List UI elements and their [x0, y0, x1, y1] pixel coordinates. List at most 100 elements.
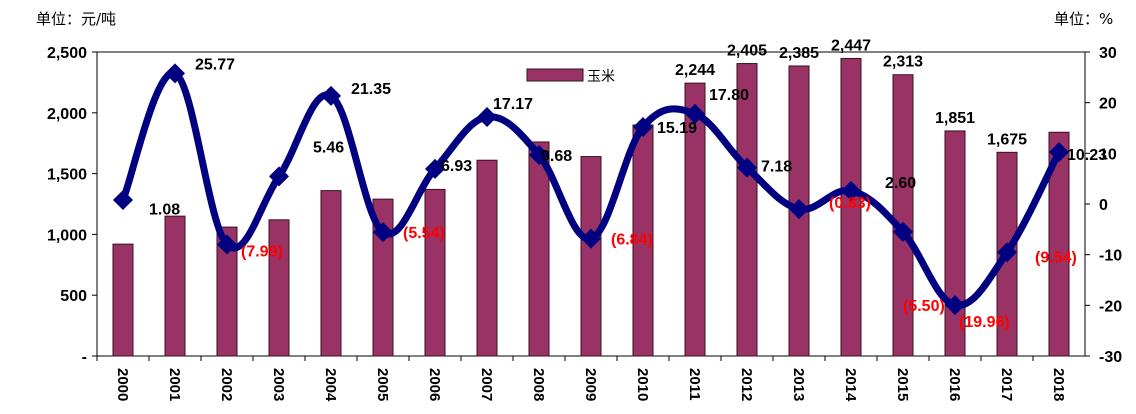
bar-label-2012: 2,405: [727, 43, 767, 60]
line-point-2006: [425, 158, 445, 179]
x-tick-2011: 2011: [686, 368, 703, 401]
bar-2001: [164, 215, 186, 357]
x-tick-2009: 2009: [582, 368, 599, 401]
line-point-2000: [113, 189, 133, 210]
x-tick-2012: 2012: [738, 368, 755, 401]
bar-2002: [216, 226, 238, 357]
bar-label-2011: 2,244: [675, 62, 715, 79]
x-tick-2004: 2004: [322, 368, 339, 402]
bar-2003: [268, 219, 290, 357]
line-labels: 25.77 1.08 (7.99) 5.46 21.35 (5.54) 6.93 17.17 9…: [149, 56, 1107, 331]
legend: 玉米: [526, 68, 615, 85]
line-label-2002: (7.99): [241, 243, 283, 260]
line-point-2003: [269, 166, 289, 187]
line-label-2008: 17.17: [493, 96, 533, 113]
line-point-2018: [1049, 142, 1069, 163]
line-label-2017: (19.96): [959, 314, 1010, 331]
bar-label-2014: 2,447: [831, 37, 871, 54]
line-point-2009: [581, 228, 601, 249]
bar-2006: [424, 188, 446, 357]
bar-2005: [372, 198, 394, 357]
line-point-2008: [529, 144, 549, 165]
x-tick-2003: 2003: [270, 368, 287, 401]
line-point-2005: [373, 222, 393, 243]
line-series: [113, 63, 1069, 316]
bar-2009: [580, 156, 602, 357]
bar-label-2017: 1,675: [987, 131, 1027, 148]
x-tick-2013: 2013: [790, 368, 807, 401]
line-label-2001_b: 1.08: [149, 201, 180, 218]
line-label-2009: 9.68: [541, 148, 572, 165]
line-label-2016: (5.50): [903, 298, 945, 315]
x-tick-2001: 2001: [166, 368, 183, 401]
line-label-2010: (6.84): [611, 232, 653, 249]
right-tick-label: -10: [1099, 248, 1122, 265]
x-tick-2014: 2014: [842, 368, 859, 402]
x-tick-2016: 2016: [946, 368, 963, 401]
line-point-2012: [737, 157, 757, 178]
left-tick-label: 2,000: [47, 106, 87, 123]
line-label-2001: 25.77: [195, 56, 235, 73]
x-tick-2017: 2017: [998, 368, 1015, 401]
left-unit-label: 单位：元/吨: [36, 10, 116, 28]
line-point-2004: [321, 85, 341, 106]
line-point-2002: [217, 234, 237, 255]
line-label-2007: 6.93: [441, 158, 472, 175]
right-tick-label: -30: [1099, 349, 1122, 366]
bar-2007: [476, 159, 498, 357]
bar-label-2013: 2,385: [779, 45, 819, 62]
right-tick-label: 30: [1099, 45, 1117, 62]
bar-2014: [840, 57, 862, 357]
bar-2015: [892, 74, 914, 357]
bar-2012: [736, 63, 758, 357]
x-tick-2005: 2005: [374, 368, 391, 401]
bar-2008: [528, 141, 550, 357]
left-tick-label: -: [82, 349, 87, 366]
left-axis: - 500 1,000 1,500 2,000 2,500: [47, 45, 97, 366]
right-axis: -30 -20 -10 0 10 20 30: [1085, 45, 1122, 366]
x-tick-2015: 2015: [894, 368, 911, 401]
x-tick-2010: 2010: [634, 368, 651, 401]
bar-2018: [1048, 131, 1070, 357]
line-point-2011: [685, 103, 705, 124]
left-tick-label: 1,500: [47, 167, 87, 184]
bar-2004: [320, 190, 342, 357]
x-tick-2007: 2007: [478, 368, 495, 401]
legend-swatch: [526, 68, 584, 82]
x-tick-2018: 2018: [1050, 368, 1067, 401]
x-axis: 2000 2001 2002 2003 2004 2005 2006 2007 2008 2009…: [96, 356, 1067, 402]
x-tick-2002: 2002: [218, 368, 235, 401]
right-tick-label: -20: [1099, 298, 1122, 315]
x-tick-2006: 2006: [426, 368, 443, 401]
line-point-2016: [945, 295, 965, 316]
right-tick-label: 0: [1099, 197, 1108, 214]
line-label-2018a: (9.54): [1035, 249, 1077, 266]
x-tick-2000: 2000: [114, 368, 131, 401]
legend-label: 玉米: [587, 69, 615, 85]
line-label-2013: 7.18: [761, 159, 792, 176]
line-label-2005: 21.35: [351, 81, 391, 98]
x-tick-2008: 2008: [530, 368, 547, 401]
right-tick-label: 10: [1099, 146, 1117, 163]
line-point-2001: [165, 63, 185, 84]
line-point-2015: [893, 221, 913, 242]
line-label-2015: 2.60: [885, 175, 916, 192]
line-point-2007: [477, 107, 497, 128]
right-tick-label: 20: [1099, 96, 1117, 113]
right-unit-label: 单位：%: [1054, 10, 1113, 28]
bar-series: [112, 57, 1070, 357]
left-tick-label: 1,000: [47, 227, 87, 244]
bar-2000: [112, 243, 134, 357]
left-tick-label: 500: [60, 288, 87, 305]
line-label-2014: (0.83): [829, 195, 871, 212]
line-label-2011: 15.19: [657, 120, 697, 137]
line-point-2017: [997, 242, 1017, 263]
line-label-2006: (5.54): [403, 225, 445, 242]
bar-labels: 2,244 2,405 2,385 2,447 2,313 1,851 1,675: [675, 37, 1027, 148]
line-point-2014: [841, 180, 861, 201]
line-point-2013: [789, 199, 809, 220]
bar-2011: [684, 82, 706, 357]
line-label-2018b: 10.23: [1067, 147, 1107, 164]
left-tick-label: 2,500: [47, 45, 87, 62]
